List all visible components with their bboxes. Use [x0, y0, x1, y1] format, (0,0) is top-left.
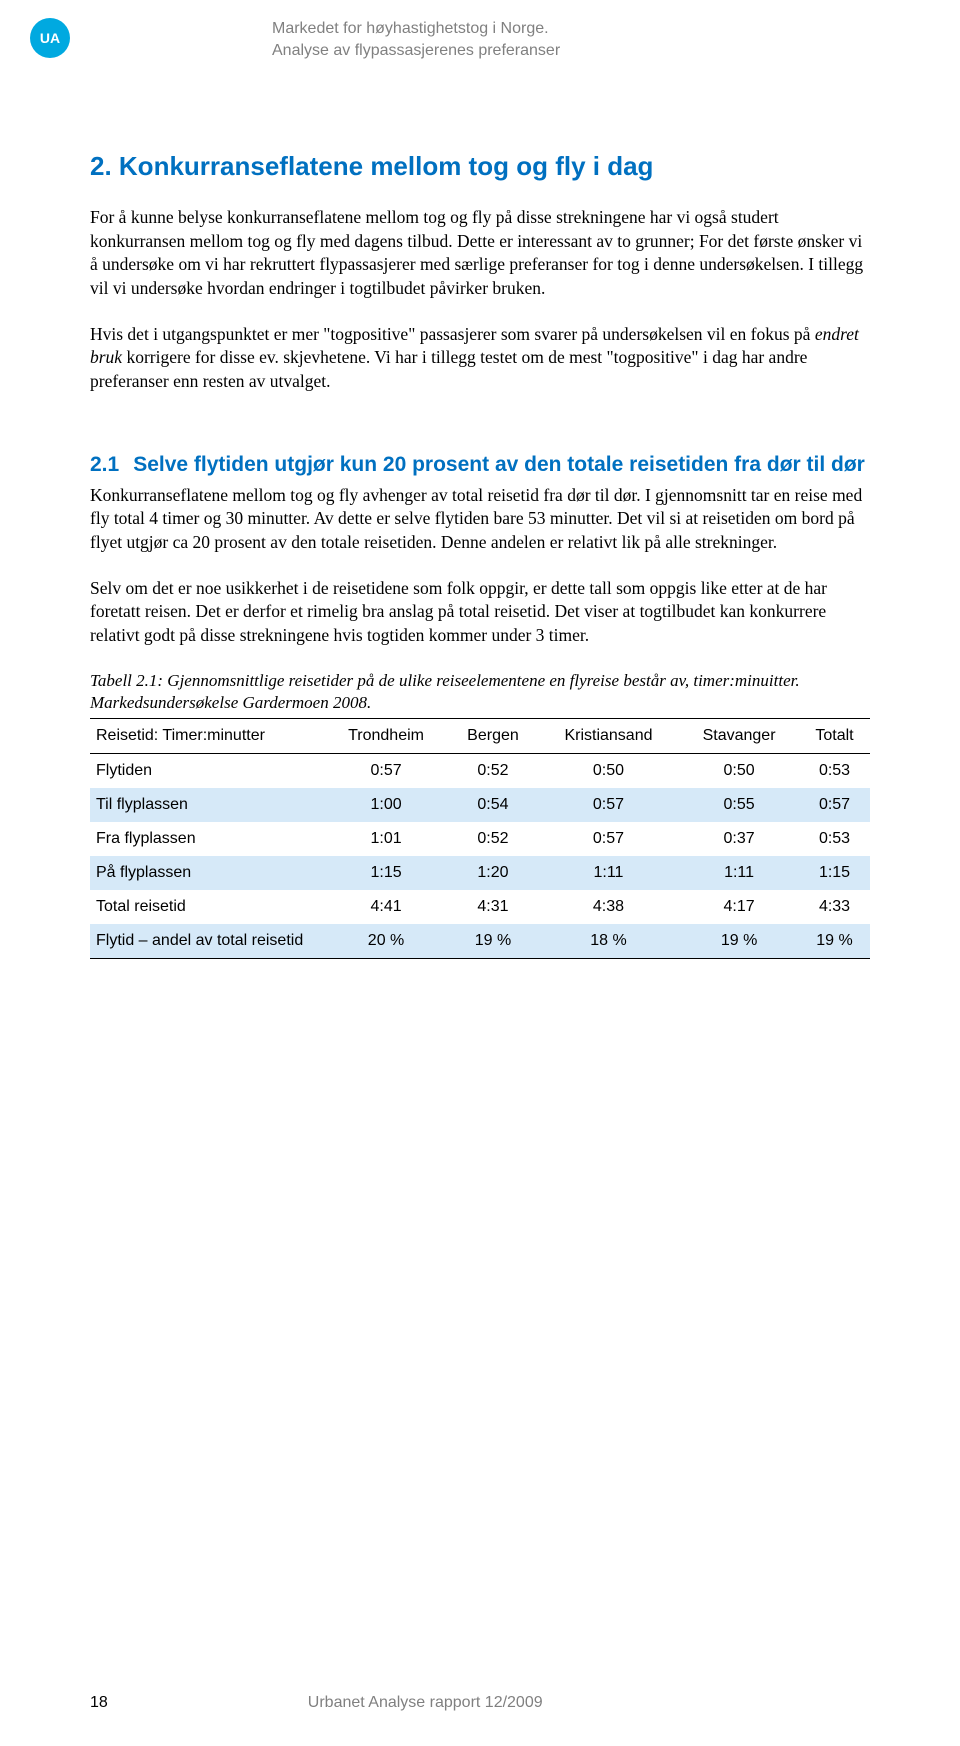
table-cell: 0:57	[799, 788, 870, 822]
table-cell: 0:53	[799, 753, 870, 788]
table-cell: 4:38	[538, 890, 679, 924]
table-cell: 0:50	[679, 753, 799, 788]
table-cell: 4:41	[324, 890, 448, 924]
document-page: UA Markedet for høyhastighetstog i Norge…	[0, 0, 960, 1746]
table-header-row: Reisetid: Timer:minutter Trondheim Berge…	[90, 718, 870, 753]
table-row: Fra flyplassen 1:01 0:52 0:57 0:37 0:53	[90, 822, 870, 856]
table-cell: Flytiden	[90, 753, 324, 788]
table-row: På flyplassen 1:15 1:20 1:11 1:11 1:15	[90, 856, 870, 890]
table-cell: 1:15	[799, 856, 870, 890]
table-row: Flytiden 0:57 0:52 0:50 0:50 0:53	[90, 753, 870, 788]
table-header-cell: Bergen	[448, 718, 538, 753]
table-cell: 19 %	[448, 924, 538, 959]
page-header: UA Markedet for høyhastighetstog i Norge…	[90, 18, 870, 61]
table-row: Flytid – andel av total reisetid 20 % 19…	[90, 924, 870, 959]
table-cell: 0:57	[324, 753, 448, 788]
table-cell: 1:00	[324, 788, 448, 822]
table-header-cell: Reisetid: Timer:minutter	[90, 718, 324, 753]
table-cell: 1:15	[324, 856, 448, 890]
table-cell: 1:11	[679, 856, 799, 890]
table-cell: 0:50	[538, 753, 679, 788]
body-text: korrigere for disse ev. skjevhetene. Vi …	[90, 347, 807, 391]
table-body: Flytiden 0:57 0:52 0:50 0:50 0:53 Til fl…	[90, 753, 870, 958]
table-row: Total reisetid 4:41 4:31 4:38 4:17 4:33	[90, 890, 870, 924]
publisher-badge: UA	[30, 18, 70, 58]
subsection-number: 2.1	[90, 452, 119, 478]
body-paragraph: Konkurranseflatene mellom tog og fly avh…	[90, 484, 870, 555]
table-cell: 4:31	[448, 890, 538, 924]
body-text: Hvis det i utgangspunktet er mer "togpos…	[90, 324, 815, 344]
table-header-cell: Trondheim	[324, 718, 448, 753]
footer-text: Urbanet Analyse rapport 12/2009	[308, 1694, 543, 1712]
table-cell: 0:52	[448, 753, 538, 788]
table-row: Til flyplassen 1:00 0:54 0:57 0:55 0:57	[90, 788, 870, 822]
table-cell: 19 %	[679, 924, 799, 959]
section-heading: 2. Konkurranseflatene mellom tog og fly …	[90, 151, 870, 182]
table-cell: 4:17	[679, 890, 799, 924]
table-cell: Flytid – andel av total reisetid	[90, 924, 324, 959]
table-cell: På flyplassen	[90, 856, 324, 890]
table-cell: 0:55	[679, 788, 799, 822]
table-header-cell: Kristiansand	[538, 718, 679, 753]
table-caption: Tabell 2.1: Gjennomsnittlige reisetider …	[90, 670, 870, 714]
table-cell: 0:52	[448, 822, 538, 856]
running-header: Markedet for høyhastighetstog i Norge. A…	[272, 18, 560, 61]
table-cell: 1:11	[538, 856, 679, 890]
table-cell: 20 %	[324, 924, 448, 959]
body-paragraph: For å kunne belyse konkurranseflatene me…	[90, 206, 870, 301]
table-cell: 0:54	[448, 788, 538, 822]
table-cell: 0:53	[799, 822, 870, 856]
table-cell: 0:37	[679, 822, 799, 856]
table-cell: Fra flyplassen	[90, 822, 324, 856]
running-header-line1: Markedet for høyhastighetstog i Norge.	[272, 18, 560, 40]
table-cell: 4:33	[799, 890, 870, 924]
running-header-line2: Analyse av flypassasjerenes preferanser	[272, 40, 560, 62]
subsection-title: Selve flytiden utgjør kun 20 prosent av …	[133, 452, 865, 478]
table-cell: 19 %	[799, 924, 870, 959]
table-cell: Total reisetid	[90, 890, 324, 924]
table-cell: 1:20	[448, 856, 538, 890]
table-cell: 0:57	[538, 788, 679, 822]
table-cell: 1:01	[324, 822, 448, 856]
body-paragraph: Selv om det er noe usikkerhet i de reise…	[90, 577, 870, 648]
table-header-cell: Totalt	[799, 718, 870, 753]
body-paragraph: Hvis det i utgangspunktet er mer "togpos…	[90, 323, 870, 394]
subsection-heading: 2.1 Selve flytiden utgjør kun 20 prosent…	[90, 452, 870, 478]
table-cell: 0:57	[538, 822, 679, 856]
table-header-cell: Stavanger	[679, 718, 799, 753]
travel-time-table: Reisetid: Timer:minutter Trondheim Berge…	[90, 718, 870, 959]
table-cell: 18 %	[538, 924, 679, 959]
table-cell: Til flyplassen	[90, 788, 324, 822]
page-number: 18	[90, 1694, 108, 1712]
page-footer: 18 Urbanet Analyse rapport 12/2009	[90, 1694, 870, 1712]
